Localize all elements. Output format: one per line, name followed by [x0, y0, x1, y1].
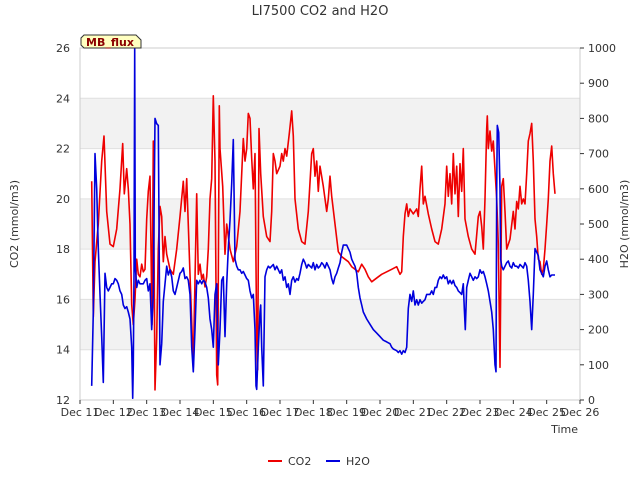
x-tick-label: Dec 17	[261, 406, 300, 419]
series-line-co2	[90, 95, 556, 391]
series-line-h2o	[90, 47, 555, 400]
y-left-tick-label: 24	[56, 92, 70, 105]
y-right-tick-label: 600	[588, 183, 609, 196]
y-right-tick-label: 100	[588, 359, 609, 372]
x-tick-label: Dec 25	[527, 406, 566, 419]
legend-h2o-label: H2O	[346, 455, 370, 468]
x-tick-label: Dec 20	[361, 406, 400, 419]
legend-co2-label: CO2	[288, 455, 311, 468]
y-left-tick-label: 14	[56, 344, 70, 357]
y-right-tick-label: 300	[588, 288, 609, 301]
y-right-tick-label: 500	[588, 218, 609, 231]
y-right-tick-label: 900	[588, 77, 609, 90]
x-tick-label: Dec 14	[161, 406, 200, 419]
axes: 12 14 16 18 20 22 24 26 0 100 200 300 400 500 600 700 80…	[56, 42, 616, 419]
y-left-tick-label: 18	[56, 243, 70, 256]
x-tick-label: Dec 23	[461, 406, 500, 419]
y-right-tick-label: 400	[588, 253, 609, 266]
x-tick-label: Dec 21	[394, 406, 433, 419]
y-left-tick-label: 16	[56, 293, 70, 306]
y-right-tick-label: 200	[588, 324, 609, 337]
y-axis-left-label: CO2 (mmol/m3)	[8, 180, 21, 268]
x-tick-label: Dec 11	[61, 406, 100, 419]
y-right-tick-label: 1000	[588, 42, 616, 55]
badge-label: MB_flux	[86, 36, 134, 49]
y-left-tick-label: 20	[56, 193, 70, 206]
y-left-tick-label: 26	[56, 42, 70, 55]
x-tick-label: Dec 22	[427, 406, 466, 419]
mb-flux-badge: MB_flux	[80, 34, 142, 49]
y-right-tick-label: 800	[588, 112, 609, 125]
x-tick-label: Dec 18	[294, 406, 333, 419]
y-right-tick-label: 700	[588, 148, 609, 161]
x-tick-label: Dec 26	[561, 406, 600, 419]
legend: CO2 H2O	[268, 455, 370, 468]
x-tick-label: Dec 19	[327, 406, 366, 419]
y-right-tick-label: 0	[588, 394, 595, 407]
y-left-tick-label: 12	[56, 394, 70, 407]
y-left-tick-label: 22	[56, 143, 70, 156]
x-tick-label: Dec 13	[127, 406, 166, 419]
series-lines	[90, 47, 556, 400]
x-tick-label: Dec 15	[194, 406, 233, 419]
y-axis-right-label: H2O (mmol/m3)	[618, 180, 631, 269]
x-tick-label: Dec 16	[227, 406, 266, 419]
x-tick-label: Dec 24	[494, 406, 533, 419]
chart-title: LI7500 CO2 and H2O	[252, 4, 389, 19]
x-axis-label: Time	[550, 423, 578, 436]
x-tick-label: Dec 12	[94, 406, 133, 419]
